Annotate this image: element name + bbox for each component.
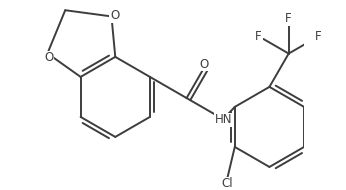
Text: O: O <box>199 58 209 71</box>
Text: F: F <box>285 12 292 25</box>
Text: HN: HN <box>215 113 232 127</box>
Text: F: F <box>315 30 322 43</box>
Text: O: O <box>44 51 54 64</box>
Text: O: O <box>110 9 119 22</box>
Text: Cl: Cl <box>221 177 233 190</box>
Text: F: F <box>255 30 262 43</box>
